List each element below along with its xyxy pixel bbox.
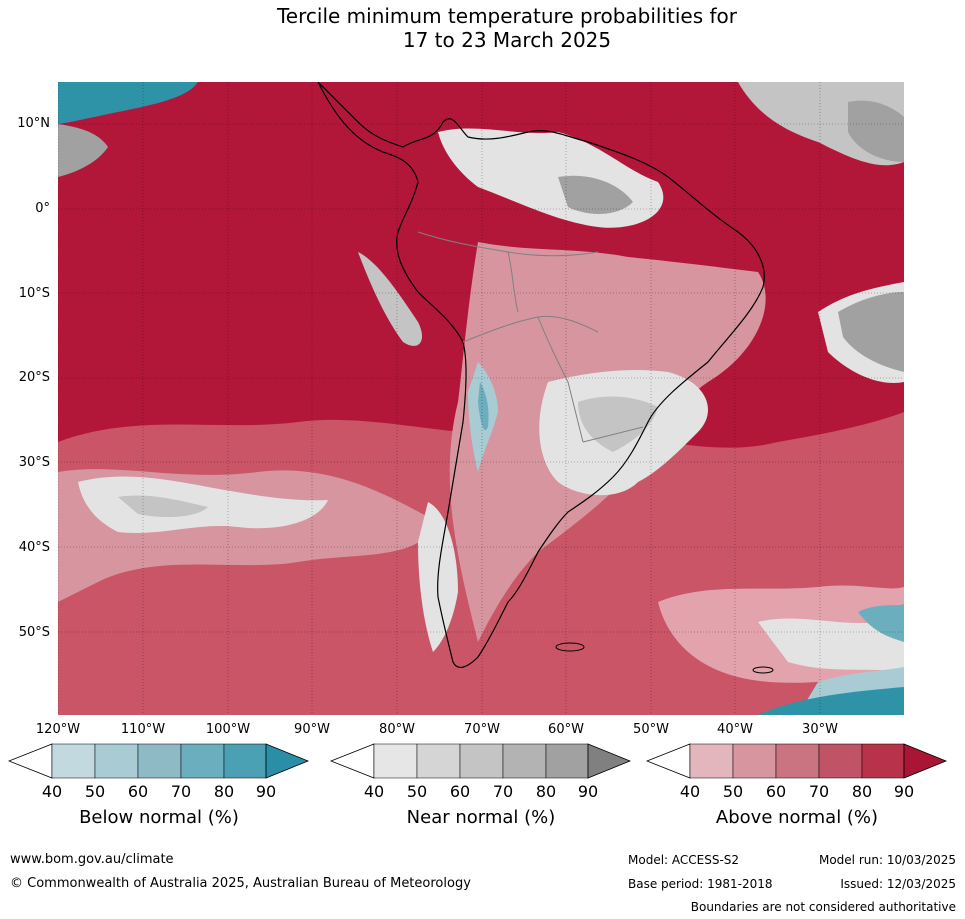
lat-label-10s: 10°S	[18, 286, 50, 301]
legend-above-tick: 50	[722, 782, 744, 801]
model-name: Model: ACCESS-S2	[628, 853, 740, 867]
east-atlantic-below	[858, 604, 904, 642]
legend-near-tick: 60	[449, 782, 471, 801]
caribbean-near-dark	[558, 175, 633, 214]
lat-label-20s: 20°S	[18, 370, 50, 385]
graticule	[58, 82, 904, 715]
legend-above-tick: 90	[893, 782, 915, 801]
east-atlantic-near-dark-2	[838, 292, 904, 372]
legend-near-colorbar	[329, 743, 632, 779]
map-canvas	[58, 82, 904, 715]
legend-below-tick: 50	[84, 782, 106, 801]
legend-above-tick: 60	[765, 782, 787, 801]
legend-above-tick: 80	[851, 782, 873, 801]
title-line-2: 17 to 23 March 2025	[402, 28, 612, 52]
lat-label-10n: 10°N	[17, 116, 50, 131]
falkland-islands	[555, 642, 585, 652]
peru-coast-near	[358, 252, 423, 346]
legend-below-title: Below normal (%)	[79, 807, 239, 828]
lon-label-80w: 80°W	[379, 722, 415, 737]
lon-label-60w: 60°W	[548, 722, 584, 737]
lat-label-30s: 30°S	[18, 455, 50, 470]
south-pacific-near-normal	[78, 476, 328, 534]
legend-below-colorbar	[7, 743, 310, 779]
legend-near-tick: 80	[535, 782, 557, 801]
legend-above-tick: 40	[679, 782, 701, 801]
south-america-coastline	[317, 82, 765, 669]
title-line-1: Tercile minimum temperature probabilitie…	[276, 4, 738, 28]
legend-near-tick: 50	[406, 782, 428, 801]
website-link[interactable]: www.bom.gov.au/climate	[10, 852, 174, 867]
lon-label-30w: 30°W	[802, 722, 838, 737]
southern-ocean-below-dark	[758, 687, 904, 715]
model-run: Model run: 10/03/2025	[818, 853, 956, 867]
legend-above-colorbar	[645, 743, 948, 779]
lon-label-110w: 110°W	[120, 722, 166, 737]
legend-below-tick: 40	[41, 782, 63, 801]
legend-above-tick: 70	[808, 782, 830, 801]
lat-label-50s: 50°S	[18, 625, 50, 640]
legend-below-tick: 90	[255, 782, 277, 801]
legend-near-title: Near normal (%)	[406, 807, 556, 828]
lat-label-40s: 40°S	[18, 540, 50, 555]
legend-below-tick: 60	[127, 782, 149, 801]
legend-near-tick: 90	[577, 782, 599, 801]
northwest-near-normal	[58, 124, 108, 177]
legend-above-normal	[645, 742, 948, 784]
legend-below-tick: 70	[170, 782, 192, 801]
boundaries-disclaimer: Boundaries are not considered authoritat…	[690, 900, 956, 914]
legend-near-tick: 70	[492, 782, 514, 801]
copyright-text: © Commonwealth of Australia 2025, Austra…	[10, 876, 471, 891]
lon-label-40w: 40°W	[717, 722, 753, 737]
lon-label-100w: 100°W	[205, 722, 251, 737]
andes-below-dark	[478, 382, 489, 431]
southern-ocean-near	[758, 618, 904, 672]
lon-label-90w: 90°W	[294, 722, 330, 737]
legend-below-normal	[7, 742, 310, 784]
legend-near-normal	[329, 742, 632, 784]
south-georgia	[752, 666, 774, 674]
chart-title: Tercile minimum temperature probabilitie…	[0, 4, 965, 52]
east-atlantic-near-dark	[848, 100, 904, 162]
northwest-below-normal	[58, 82, 198, 124]
probability-map	[58, 82, 904, 715]
base-period: Base period: 1981-2018	[628, 877, 773, 891]
issued-date: Issued: 12/03/2025	[840, 877, 956, 891]
legend-below-tick: 80	[213, 782, 235, 801]
south-pacific-near-normal-2	[118, 495, 208, 518]
lon-label-50w: 50°W	[633, 722, 669, 737]
legend-near-tick: 40	[363, 782, 385, 801]
lon-label-70w: 70°W	[464, 722, 500, 737]
country-borders	[417, 231, 644, 443]
legend-above-title: Above normal (%)	[715, 807, 879, 828]
lat-label-0: 0°	[35, 201, 50, 216]
lon-label-120w: 120°W	[35, 722, 81, 737]
